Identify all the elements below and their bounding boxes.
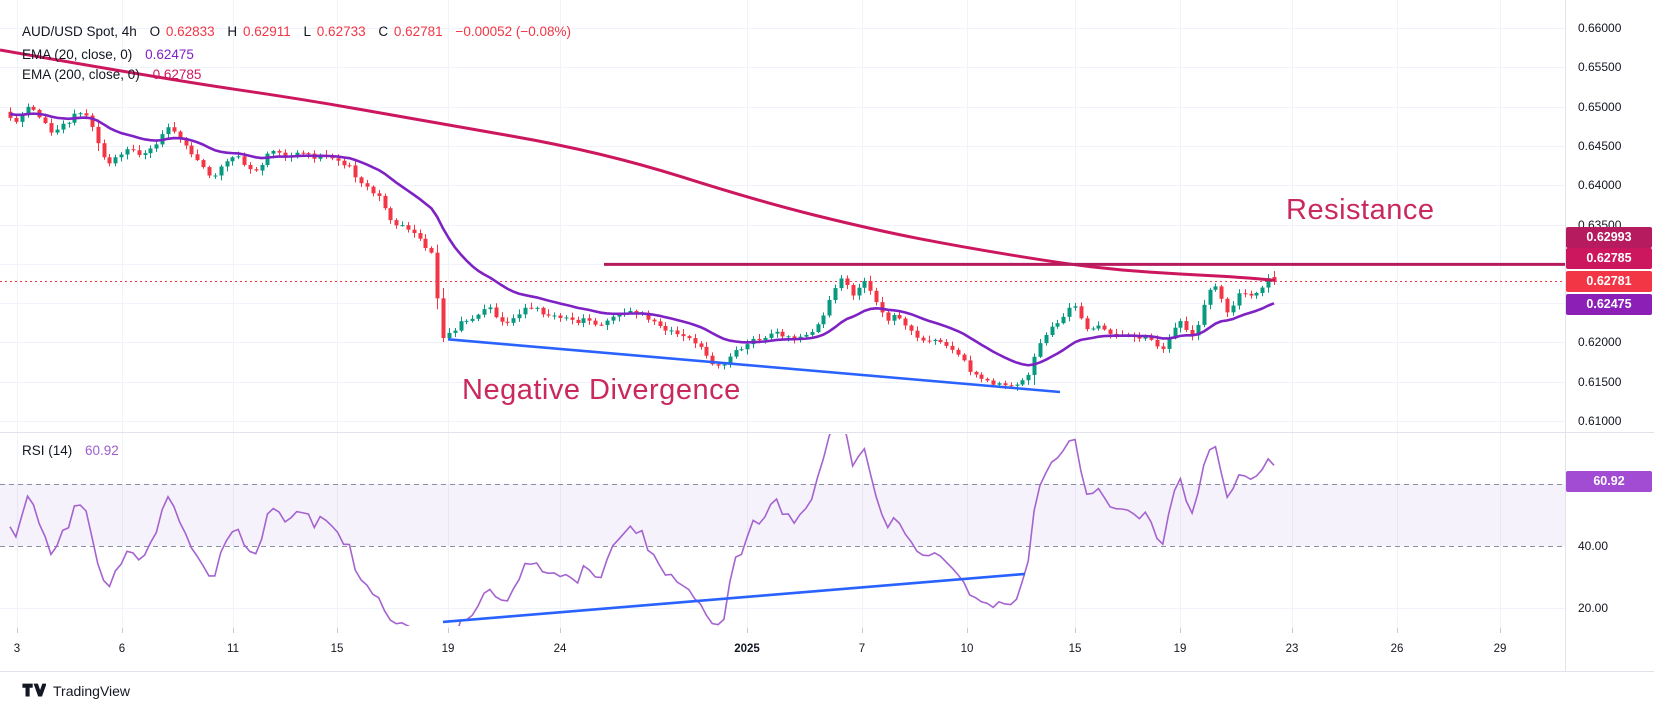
- low-label: L: [303, 24, 312, 39]
- chart-canvas[interactable]: [0, 0, 1654, 672]
- price-axis-tick: 0.61500: [1578, 374, 1622, 389]
- close-label: C: [378, 24, 389, 39]
- price-axis-tick: 0.64000: [1578, 178, 1622, 193]
- open-label: O: [149, 24, 161, 39]
- price-axis-tick: 0.65000: [1578, 99, 1622, 114]
- price-axis-tick: 0.64500: [1578, 138, 1622, 153]
- price-axis-tick: 0.61000: [1578, 414, 1622, 429]
- time-axis-label: 23: [1285, 643, 1299, 655]
- time-axis-label: 26: [1390, 643, 1404, 655]
- ema200-value: 0.62785: [152, 67, 202, 82]
- rsi-axis-tick: 20.00: [1578, 601, 1609, 615]
- rsi-legend[interactable]: RSI (14) 60.92: [22, 443, 121, 458]
- time-axis-label: 19: [1173, 643, 1187, 655]
- close-value: 0.62781: [393, 24, 443, 39]
- ema20-value: 0.62475: [145, 47, 194, 62]
- ema200-legend[interactable]: EMA (200, close, 0) 0.62785: [22, 67, 203, 82]
- price-badge: 0.62781: [1566, 270, 1652, 292]
- time-axis-label: 10: [960, 643, 974, 655]
- low-value: 0.62733: [316, 24, 366, 39]
- brand-text: TradingView: [53, 682, 131, 699]
- rsi-value: 60.92: [85, 443, 119, 458]
- time-axis-label: 7: [858, 643, 866, 655]
- rsi-axis-tick: 40.00: [1578, 539, 1609, 553]
- symbol-legend[interactable]: AUD/USD Spot, 4h O 0.62833 H 0.62911 L 0…: [22, 24, 573, 39]
- time-axis-label: 2025: [734, 643, 760, 655]
- symbol-title: AUD/USD Spot, 4h: [22, 24, 137, 39]
- price-axis-tick: 0.65500: [1578, 60, 1622, 75]
- price-axis-tick: 0.62000: [1578, 335, 1622, 350]
- time-axis-label: 19: [441, 643, 455, 655]
- open-value: 0.62833: [165, 24, 215, 39]
- price-badge: 0.62785: [1566, 247, 1652, 269]
- rsi-badge: 60.92: [1566, 470, 1652, 492]
- time-axis-label: 24: [553, 643, 567, 655]
- time-axis-label: 29: [1493, 643, 1507, 655]
- tv-logo-icon: [22, 683, 46, 697]
- ema20-legend[interactable]: EMA (20, close, 0) 0.62475: [22, 47, 196, 62]
- tradingview-logo[interactable]: TradingView: [22, 682, 130, 699]
- price-axis-tick: 0.66000: [1578, 21, 1622, 35]
- time-axis-label: 6: [118, 643, 126, 655]
- time-axis-label: 11: [227, 643, 239, 655]
- negative-divergence-label[interactable]: Negative Divergence: [462, 374, 741, 406]
- time-axis-label: 3: [13, 643, 21, 655]
- ema20-label: EMA (20, close, 0): [22, 47, 133, 62]
- ema200-label: EMA (200, close, 0): [22, 67, 140, 82]
- time-axis-label: 15: [330, 643, 344, 655]
- high-label: H: [227, 24, 238, 39]
- resistance-label[interactable]: Resistance: [1286, 194, 1435, 226]
- price-badge: 0.62475: [1566, 293, 1652, 315]
- time-axis-label: 15: [1068, 643, 1082, 655]
- change-value: −0.00052 (−0.08%): [455, 24, 572, 39]
- rsi-label: RSI (14): [22, 443, 73, 458]
- high-value: 0.62911: [242, 24, 291, 39]
- price-badge: 0.62993: [1566, 226, 1652, 248]
